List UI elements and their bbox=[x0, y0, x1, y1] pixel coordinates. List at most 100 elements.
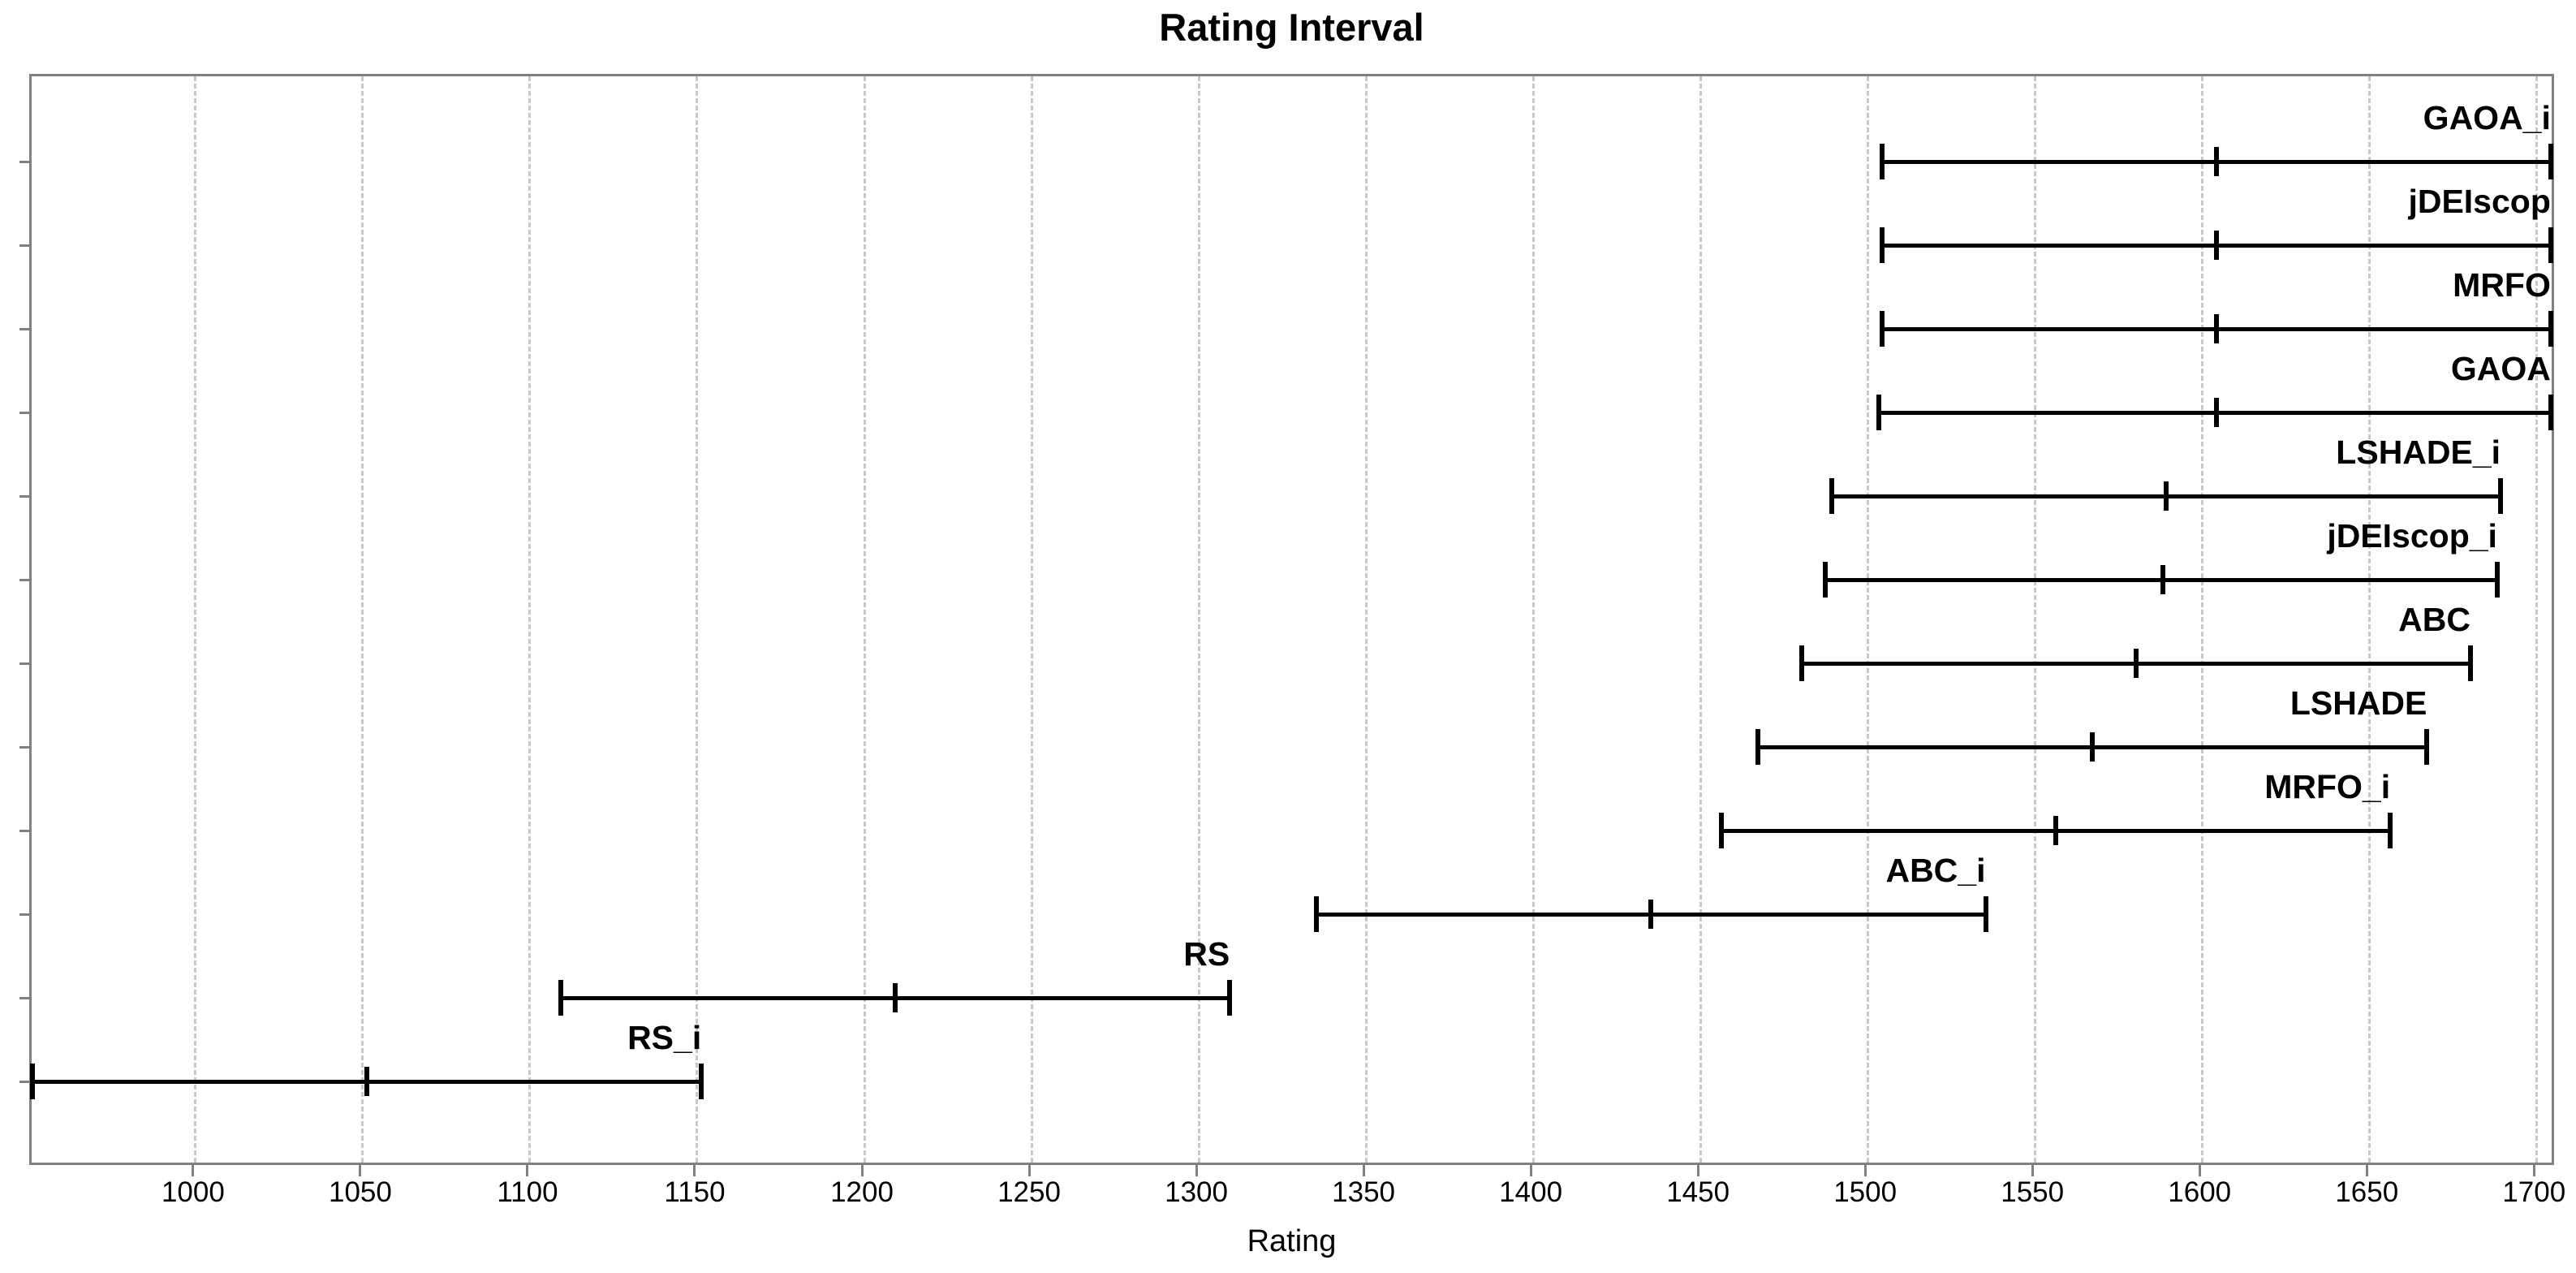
interval-midpoint-tick bbox=[2160, 565, 2165, 594]
y-axis-tick bbox=[19, 996, 29, 999]
interval-midpoint-tick bbox=[2213, 147, 2219, 176]
gridline bbox=[2535, 76, 2538, 1163]
interval-cap-low bbox=[1822, 562, 1828, 598]
x-axis-tick bbox=[1362, 1165, 1365, 1176]
interval-midpoint-tick bbox=[2213, 398, 2219, 427]
gridline bbox=[863, 76, 866, 1163]
series-label: jDEIscop bbox=[2408, 183, 2551, 220]
series-label: jDEIscop_i bbox=[2327, 517, 2497, 555]
plot-area bbox=[29, 74, 2554, 1165]
x-axis-tick bbox=[693, 1165, 696, 1176]
interval-cap-high bbox=[1983, 896, 1988, 932]
y-axis-tick bbox=[19, 829, 29, 832]
chart-title: Rating Interval bbox=[1159, 6, 1424, 49]
gridline bbox=[2200, 76, 2203, 1163]
interval-midpoint-tick bbox=[1648, 900, 1654, 929]
x-axis-tick bbox=[1529, 1165, 1532, 1176]
interval-midpoint-tick bbox=[2053, 816, 2059, 845]
x-tick-label: 1300 bbox=[1165, 1176, 1228, 1208]
interval-cap-low bbox=[1829, 478, 1834, 514]
x-tick-label: 1000 bbox=[161, 1176, 225, 1208]
y-axis-tick bbox=[19, 662, 29, 665]
x-tick-label: 1650 bbox=[2335, 1176, 2399, 1208]
interval-midpoint-tick bbox=[364, 1067, 370, 1096]
interval-cap-low bbox=[1314, 896, 1320, 932]
x-tick-label: 1200 bbox=[830, 1176, 894, 1208]
x-axis-label: Rating bbox=[1247, 1224, 1337, 1258]
interval-cap-high bbox=[2548, 227, 2553, 263]
interval-midpoint-tick bbox=[2090, 732, 2096, 762]
interval-cap-low bbox=[1879, 144, 1885, 179]
series-label: MRFO_i bbox=[2264, 768, 2391, 805]
x-axis-tick bbox=[1696, 1165, 1699, 1176]
interval-cap-low bbox=[1879, 227, 1885, 263]
series-label: ABC_i bbox=[1885, 852, 1986, 889]
interval-cap-high bbox=[2494, 562, 2500, 598]
interval-cap-low bbox=[1879, 311, 1885, 347]
interval-cap-low bbox=[558, 980, 564, 1016]
y-axis-tick bbox=[19, 327, 29, 330]
series-label: GAOA bbox=[2450, 350, 2551, 387]
x-axis-tick bbox=[2532, 1165, 2535, 1176]
y-axis-tick bbox=[19, 913, 29, 916]
x-tick-label: 1400 bbox=[1499, 1176, 1563, 1208]
gridline bbox=[696, 76, 699, 1163]
gridline bbox=[1699, 76, 1702, 1163]
interval-cap-high bbox=[2424, 729, 2430, 765]
interval-cap-high bbox=[2388, 813, 2393, 848]
interval-midpoint-tick bbox=[893, 983, 898, 1012]
interval-cap-low bbox=[30, 1064, 36, 1099]
x-tick-label: 1150 bbox=[664, 1176, 726, 1208]
interval-midpoint-tick bbox=[2133, 649, 2139, 678]
gridline bbox=[1866, 76, 1869, 1163]
x-axis-tick bbox=[2198, 1165, 2201, 1176]
x-tick-label: 1450 bbox=[1666, 1176, 1730, 1208]
interval-cap-high bbox=[2467, 645, 2473, 681]
interval-cap-high bbox=[2498, 478, 2504, 514]
x-tick-label: 1250 bbox=[997, 1176, 1061, 1208]
y-axis-tick bbox=[19, 745, 29, 749]
x-tick-label: 1700 bbox=[2502, 1176, 2566, 1208]
y-axis-tick bbox=[19, 1080, 29, 1083]
interval-cap-high bbox=[2548, 144, 2553, 179]
interval-cap-high bbox=[699, 1064, 704, 1099]
gridline bbox=[1197, 76, 1200, 1163]
gridline bbox=[528, 76, 532, 1163]
series-label: ABC bbox=[2398, 601, 2470, 638]
y-axis-tick bbox=[19, 494, 29, 498]
y-axis-tick bbox=[19, 578, 29, 581]
x-tick-label: 1600 bbox=[2168, 1176, 2232, 1208]
gridline bbox=[2367, 76, 2371, 1163]
series-label: GAOA_i bbox=[2423, 99, 2551, 136]
gridline bbox=[1364, 76, 1368, 1163]
series-label: RS bbox=[1183, 935, 1230, 973]
series-label: LSHADE_i bbox=[2336, 434, 2501, 471]
x-axis-tick bbox=[860, 1165, 864, 1176]
x-axis-tick bbox=[192, 1165, 195, 1176]
x-axis-tick bbox=[2365, 1165, 2368, 1176]
x-tick-label: 1100 bbox=[497, 1176, 558, 1208]
y-axis-tick bbox=[19, 411, 29, 414]
gridline bbox=[361, 76, 364, 1163]
interval-cap-high bbox=[1227, 980, 1233, 1016]
x-tick-label: 1550 bbox=[2001, 1176, 2065, 1208]
x-axis-tick bbox=[526, 1165, 529, 1176]
series-label: LSHADE bbox=[2290, 684, 2427, 722]
interval-cap-low bbox=[1755, 729, 1761, 765]
x-axis-tick bbox=[1195, 1165, 1198, 1176]
interval-cap-low bbox=[1798, 645, 1804, 681]
interval-midpoint-tick bbox=[2164, 481, 2169, 511]
series-label: MRFO bbox=[2453, 266, 2551, 304]
x-axis-tick bbox=[1027, 1165, 1031, 1176]
y-axis-tick bbox=[19, 160, 29, 163]
interval-cap-high bbox=[2548, 311, 2553, 347]
interval-cap-low bbox=[1876, 395, 1881, 430]
interval-midpoint-tick bbox=[2213, 314, 2219, 343]
y-axis-tick bbox=[19, 244, 29, 247]
series-label: RS_i bbox=[627, 1019, 702, 1056]
gridline bbox=[2033, 76, 2036, 1163]
x-axis-tick bbox=[1863, 1165, 1867, 1176]
x-axis-tick bbox=[2031, 1165, 2034, 1176]
gridline bbox=[1531, 76, 1535, 1163]
x-tick-label: 1500 bbox=[1833, 1176, 1898, 1208]
